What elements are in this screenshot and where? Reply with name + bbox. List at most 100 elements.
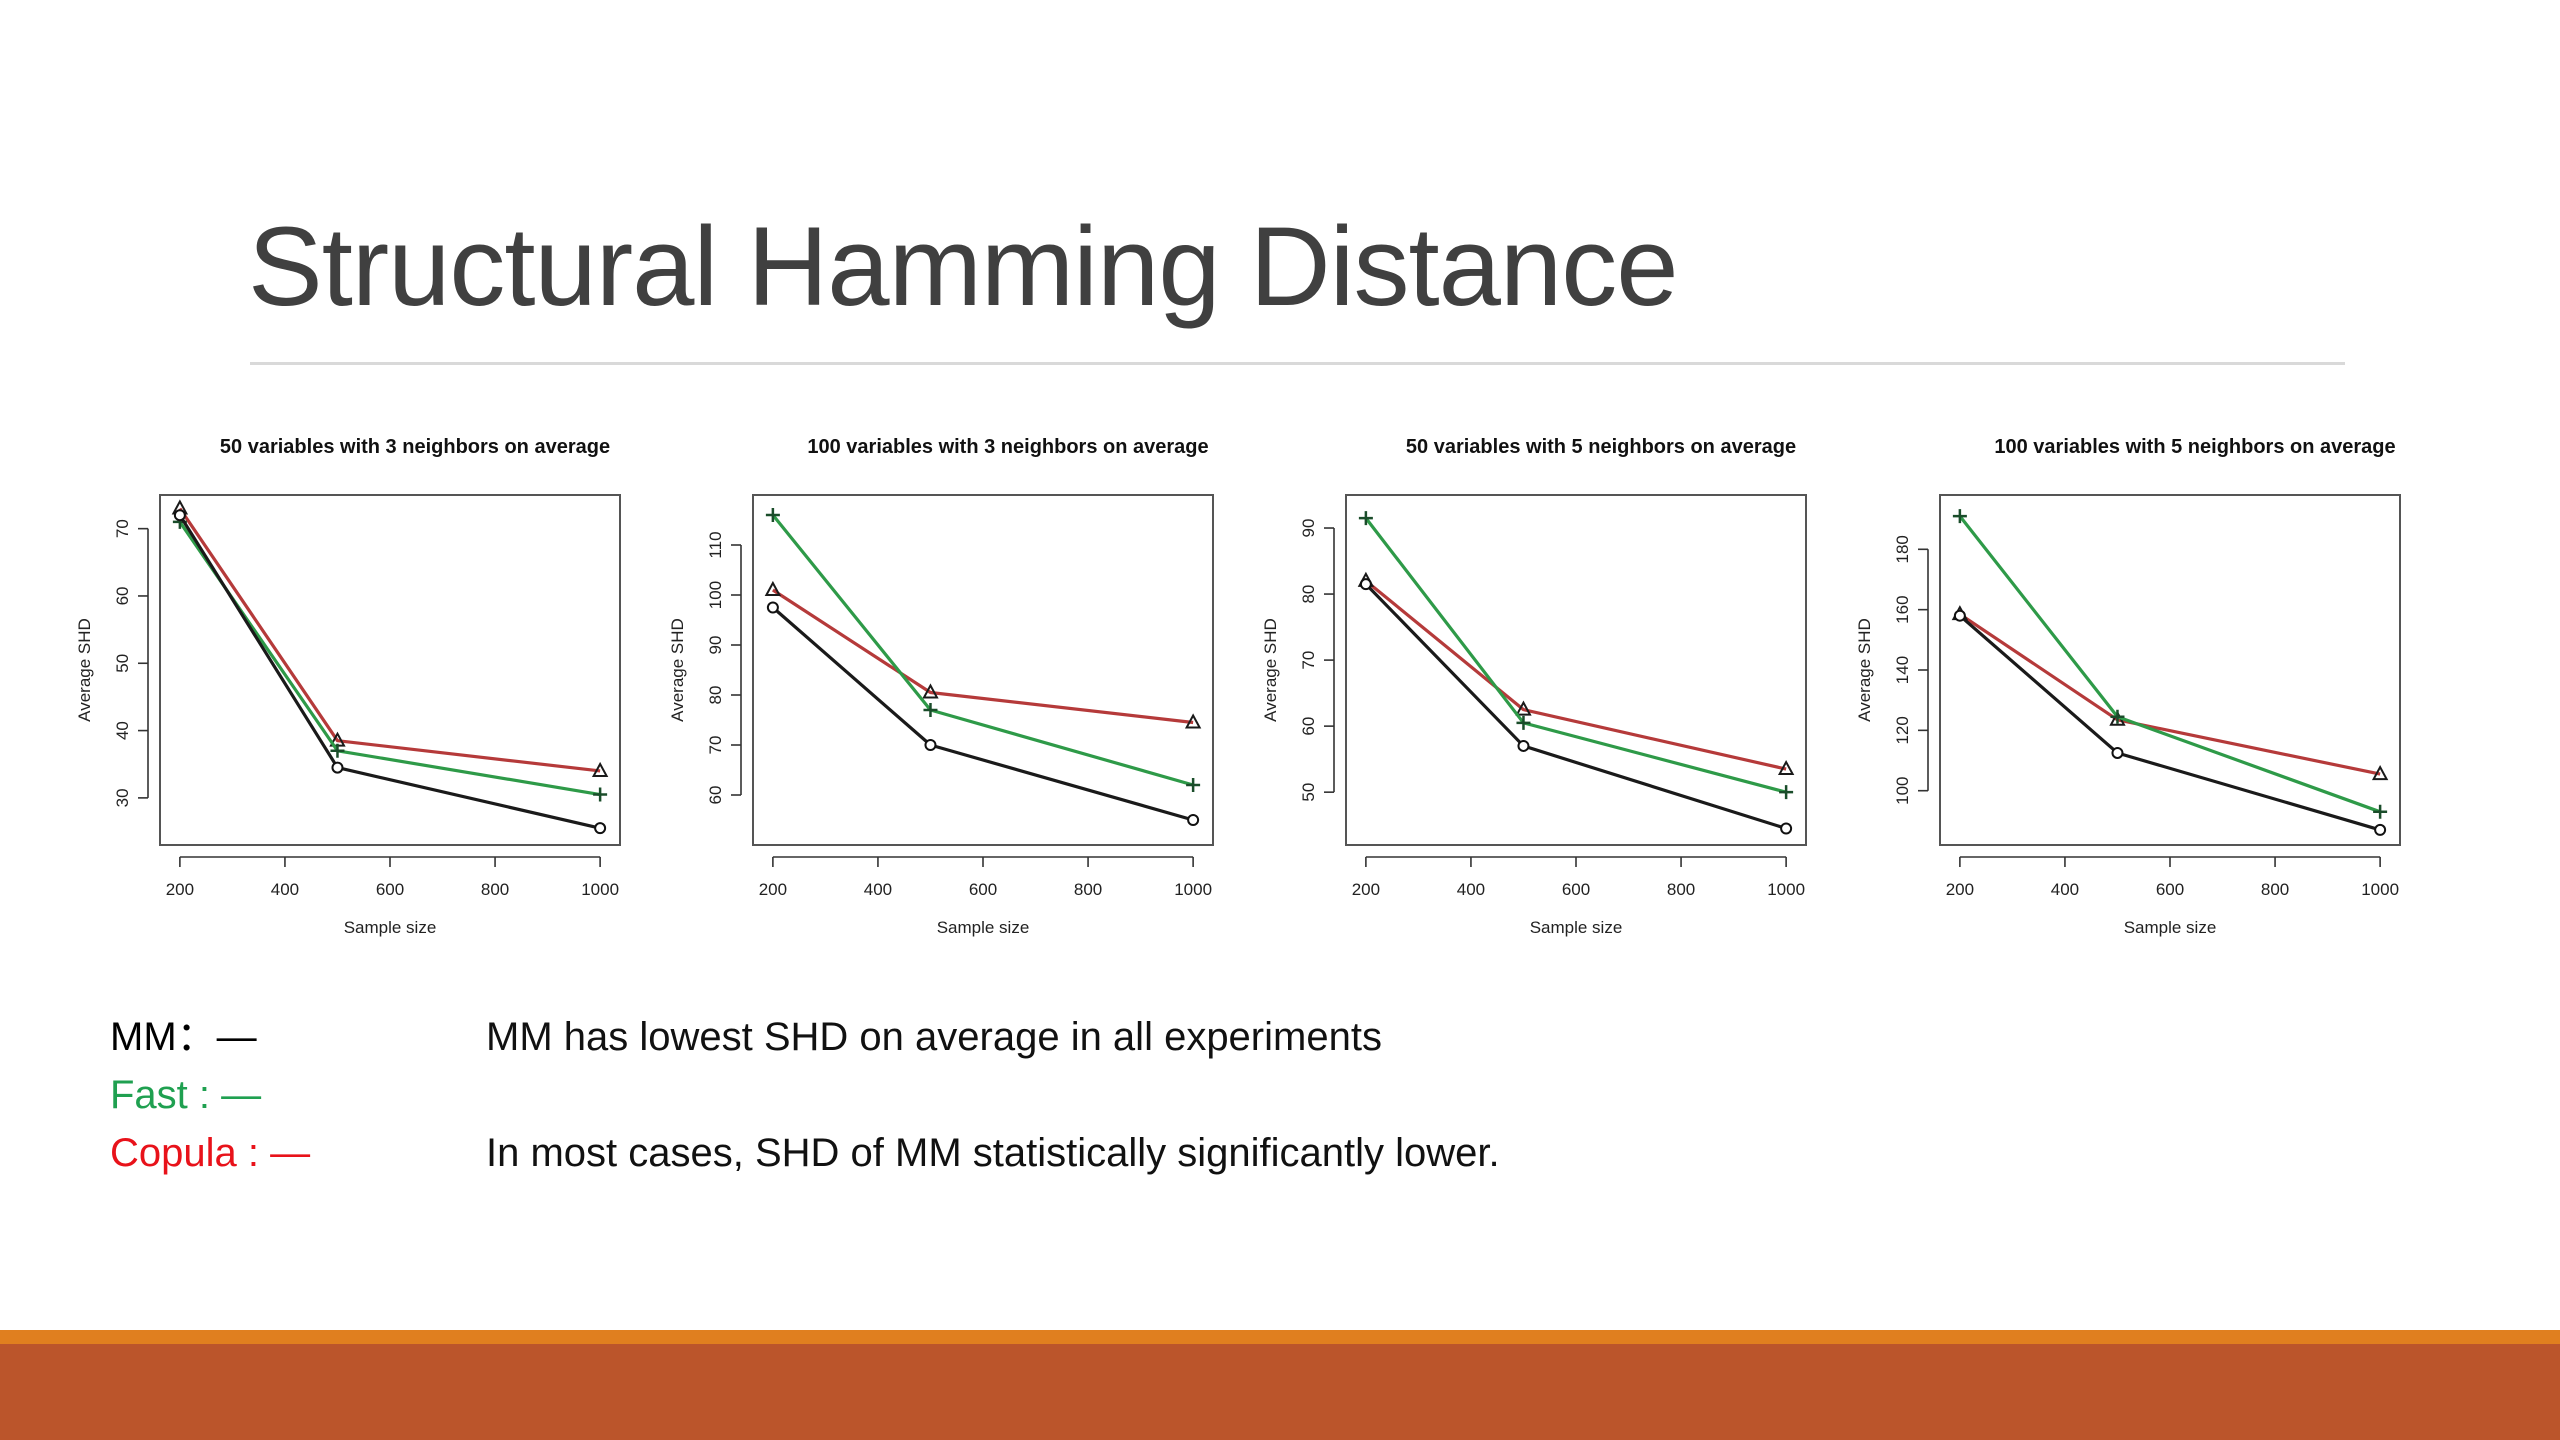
series-line: [1958, 614, 2381, 832]
series-line: [1364, 579, 1787, 771]
chart-1: 50 variables with 3 neighbors on average…: [75, 436, 621, 937]
y-tick-label: 60: [706, 786, 725, 805]
y-tick-label: 80: [706, 686, 725, 705]
y-tick-label: 140: [1893, 656, 1912, 684]
footer-accent-stripe: [0, 1330, 2560, 1344]
y-tick-label: 160: [1893, 595, 1912, 623]
series-copula: [764, 580, 1202, 729]
data-point: [1779, 785, 1794, 800]
x-tick-label: 800: [1074, 880, 1102, 899]
legend-item-mm: MM：—: [110, 1008, 490, 1066]
data-point: [593, 787, 608, 802]
legend-dash-copula: —: [270, 1131, 311, 1175]
series-line: [1958, 612, 2381, 776]
x-tick-label: 200: [759, 880, 787, 899]
y-tick-label: 70: [706, 736, 725, 755]
legend-item-copula: Copula : —: [110, 1124, 490, 1182]
series-fast: [1358, 511, 1794, 800]
data-point: [1186, 778, 1201, 792]
y-tick-label: 50: [113, 654, 132, 673]
series-fast: [1952, 509, 2388, 819]
data-point: [2371, 764, 2389, 781]
x-axis-label: Sample size: [1530, 918, 1623, 937]
x-tick-label: 1000: [1174, 880, 1212, 899]
y-axis: 60 70 80 90 100 110: [706, 531, 742, 805]
plot-frame: [1345, 494, 1807, 846]
x-axis-label: Sample size: [2124, 918, 2217, 937]
series-mm: [1953, 609, 2387, 836]
data-point: [2374, 823, 2387, 836]
note-lowest-shd: MM has lowest SHD on average in all expe…: [486, 1015, 1382, 1059]
legend: MM：— Fast : — Copula : —: [110, 1008, 490, 1182]
x-tick-label: 400: [1457, 880, 1485, 899]
series-line: [771, 513, 1194, 787]
data-point: [765, 508, 780, 522]
data-point: [1515, 700, 1532, 716]
x-tick-label: 800: [481, 880, 509, 899]
y-axis-label: Average SHD: [1855, 618, 1874, 722]
legend-label-mm: MM：: [110, 1015, 217, 1059]
title-underline: [250, 362, 2345, 365]
charts-row: 50 variables with 3 neighbors on average…: [0, 420, 2560, 960]
data-point: [1358, 511, 1373, 526]
series-fast: [172, 514, 608, 802]
chart-title: 50 variables with 5 neighbors on average: [1406, 436, 1796, 458]
y-tick-label: 90: [1299, 519, 1318, 538]
y-tick-label: 40: [113, 721, 132, 740]
x-tick-label: 1000: [581, 880, 619, 899]
legend-label-fast: Fast :: [110, 1073, 222, 1117]
y-axis: 50 60 70 80 90: [1299, 519, 1335, 802]
legend-dash-mm: —: [216, 1015, 257, 1059]
series-line: [1364, 583, 1787, 831]
data-point: [1359, 578, 1372, 591]
slide-title: Structural Hamming Distance: [248, 204, 1678, 329]
x-tick-label: 600: [2156, 880, 2184, 899]
data-point: [923, 703, 938, 717]
y-tick-label: 120: [1893, 716, 1912, 744]
series-mm: [1359, 578, 1793, 835]
x-tick-label: 600: [969, 880, 997, 899]
y-tick-label: 180: [1893, 535, 1912, 563]
x-tick-label: 400: [271, 880, 299, 899]
x-axis: 200 400 600 800 1000: [1352, 856, 1805, 899]
series-line: [178, 507, 601, 773]
data-point: [1780, 822, 1793, 835]
data-point: [924, 739, 937, 751]
notes: MM has lowest SHD on average in all expe…: [486, 1008, 2186, 1182]
y-tick-label: 80: [1299, 585, 1318, 604]
y-axis-label: Average SHD: [668, 618, 687, 722]
x-tick-label: 1000: [2361, 880, 2399, 899]
x-axis-label: Sample size: [937, 918, 1030, 937]
legend-item-fast: Fast : —: [110, 1066, 490, 1124]
chart-title: 50 variables with 3 neighbors on average: [220, 436, 610, 458]
series-copula: [171, 499, 609, 777]
x-axis: 200 400 600 800 1000: [166, 856, 619, 899]
y-axis: 100 120 140 160 180: [1893, 535, 1929, 805]
data-point: [2373, 804, 2388, 819]
x-tick-label: 200: [1352, 880, 1380, 899]
data-point: [1517, 739, 1530, 752]
chart-4: 100 variables with 5 neighbors on averag…: [1855, 436, 2401, 937]
series-fast: [765, 508, 1201, 792]
x-tick-label: 200: [166, 880, 194, 899]
series-line: [1364, 517, 1787, 794]
y-tick-label: 70: [113, 519, 132, 538]
data-point: [1952, 509, 1967, 524]
y-tick-label: 60: [113, 587, 132, 606]
data-point: [331, 761, 344, 774]
y-tick-label: 30: [113, 788, 132, 807]
y-tick-label: 90: [706, 636, 725, 655]
data-point: [2111, 746, 2124, 759]
data-point: [766, 601, 779, 614]
x-tick-label: 200: [1946, 880, 1974, 899]
data-point: [922, 683, 939, 699]
y-tick-label: 100: [1893, 777, 1912, 805]
chart-title: 100 variables with 3 neighbors on averag…: [807, 436, 1208, 458]
data-point: [1953, 609, 1966, 622]
data-point: [764, 580, 782, 596]
data-point: [594, 822, 607, 835]
series-copula: [1951, 605, 2389, 781]
plot-frame: [752, 494, 1214, 846]
series-mm: [766, 601, 1200, 826]
series-copula: [1357, 571, 1795, 776]
